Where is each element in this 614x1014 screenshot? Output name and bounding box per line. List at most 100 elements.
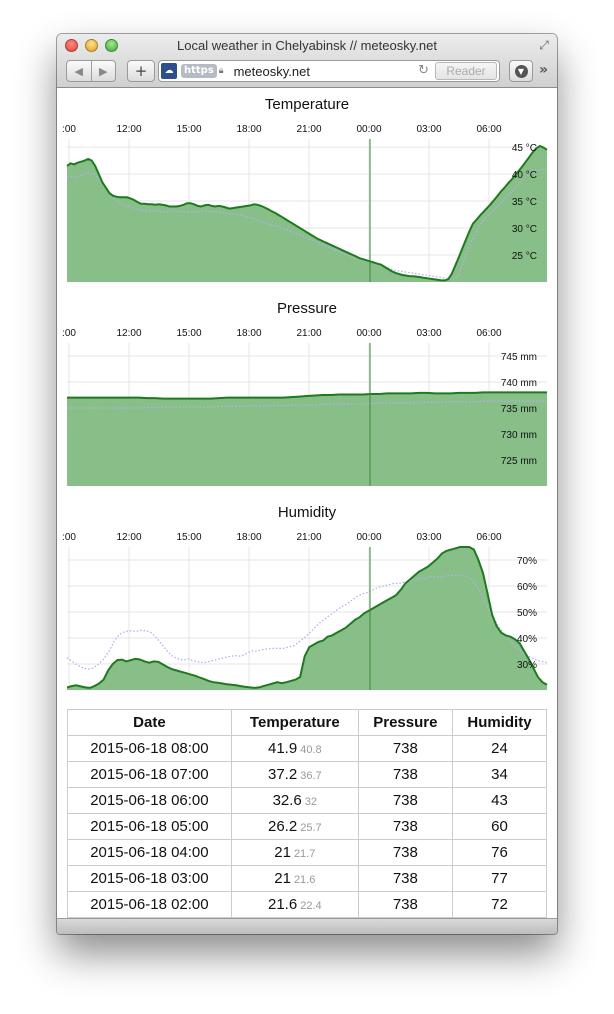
temperature-secondary-value: 22.4 <box>300 900 322 912</box>
humidity-cell: 34 <box>451 761 548 788</box>
humidity-chart: :00 12:00 15:00 18:00 21:00 00:00 03:00 06:00 70… <box>62 532 548 690</box>
x-tick-label: :00 <box>62 124 76 135</box>
temperature-cell: 21 21.7 <box>230 839 359 866</box>
temperature-value: 21 <box>274 870 291 887</box>
x-tick-label: 06:00 <box>476 328 501 339</box>
y-tick-label: 740 mm <box>501 378 537 389</box>
more-chevron-icon[interactable]: » <box>539 62 549 78</box>
temperature-cell: 26.2 25.7 <box>230 813 359 840</box>
pressure-chart: :00 12:00 15:00 18:00 21:00 00:00 03:00 06:00 74… <box>62 328 547 486</box>
column-header-temperature[interactable]: Temperature <box>230 709 359 736</box>
x-tick-label: 00:00 <box>356 328 381 339</box>
weather-table: Date Temperature Pressure Humidity 2015-… <box>67 709 548 918</box>
y-tick-label: 45 °C <box>512 143 537 154</box>
x-tick-label: 18:00 <box>236 124 261 135</box>
table-row: 2015-06-18 08:00 41.9 40.8 738 24 <box>67 735 548 762</box>
table-row: 2015-06-18 03:00 21 21.6 738 77 <box>67 865 548 892</box>
date-cell: 2015-06-18 06:00 <box>67 787 232 814</box>
column-header-humidity[interactable]: Humidity <box>451 709 548 736</box>
pressure-cell: 738 <box>357 735 453 762</box>
x-tick-label: 21:00 <box>296 328 321 339</box>
series-line-dotted <box>66 169 547 280</box>
date-cell: 2015-06-18 08:00 <box>67 735 232 762</box>
close-window-button[interactable] <box>65 39 78 52</box>
zoom-window-button[interactable] <box>105 39 118 52</box>
pressure-cell: 738 <box>357 761 453 788</box>
series-line-dotted <box>66 574 548 670</box>
series-area <box>67 547 547 690</box>
x-tick-label: 12:00 <box>116 328 141 339</box>
fullscreen-icon[interactable]: ⤢ <box>539 38 549 52</box>
temperature-secondary-value: 21.7 <box>293 848 316 860</box>
back-arrow-icon[interactable]: ◀ <box>74 64 83 78</box>
y-tick-label: 30 °C <box>512 224 537 235</box>
temperature-value: 37.2 <box>268 766 298 783</box>
pressure-cell: 738 <box>357 787 453 814</box>
temperature-value: 32.6 <box>272 792 302 809</box>
window-title: Local weather in Chelyabinsk // meteosky… <box>177 38 437 53</box>
y-tick-label: 35 °C <box>512 197 537 208</box>
download-arrow-icon: ▼ <box>514 64 528 78</box>
y-tick-label: 70% <box>517 556 537 567</box>
page-content: Temperature :00 12:00 15:00 18:00 21:00 00:00… <box>57 89 557 918</box>
temperature-chart-title: Temperature <box>264 96 350 113</box>
table-row: 2015-06-18 04:00 21 21.7 738 76 <box>67 839 548 866</box>
temperature-secondary-value: 21.6 <box>293 874 316 886</box>
temperature-cell: 32.6 32 <box>230 787 359 814</box>
pressure-cell: 738 <box>357 865 453 892</box>
humidity-cell: 60 <box>451 813 548 840</box>
x-tick-label: 03:00 <box>416 532 441 543</box>
series-line <box>67 391 547 400</box>
temperature-cell: 41.9 40.8 <box>230 735 359 762</box>
y-tick-label: 40% <box>517 634 537 645</box>
address-bar[interactable]: ☁ https 🔒︎ meteosky.net ↻ Reader <box>158 60 500 82</box>
temperature-secondary-value: 40.8 <box>300 744 322 756</box>
pressure-cell: 738 <box>357 891 453 918</box>
table-header-row: Date Temperature Pressure Humidity <box>67 709 548 736</box>
y-tick-label: 730 mm <box>501 430 537 441</box>
site-favicon-icon: ☁ <box>161 63 177 79</box>
series-line <box>66 144 548 282</box>
temperature-cell: 37.2 36.7 <box>230 761 359 788</box>
url-text[interactable]: meteosky.net <box>233 63 310 79</box>
column-header-pressure[interactable]: Pressure <box>357 709 453 736</box>
reader-button[interactable]: Reader <box>435 62 497 80</box>
humidity-chart-title: Humidity <box>277 504 337 521</box>
x-tick-label: 18:00 <box>236 532 261 543</box>
downloads-button[interactable]: ▼ <box>509 60 533 82</box>
https-badge: https <box>181 64 217 78</box>
date-cell: 2015-06-18 03:00 <box>67 865 232 892</box>
temperature-secondary-value: 25.7 <box>300 822 322 834</box>
x-tick-label: 15:00 <box>176 124 201 135</box>
x-tick-label: 21:00 <box>296 124 321 135</box>
y-tick-label: 30% <box>517 660 537 671</box>
humidity-cell: 24 <box>451 735 548 762</box>
back-forward-group: ◀ ▶ <box>66 60 116 82</box>
minimize-window-button[interactable] <box>85 39 98 52</box>
new-tab-button[interactable]: + <box>127 60 155 82</box>
temperature-cell: 21 21.6 <box>230 865 359 892</box>
x-tick-label: :00 <box>62 328 76 339</box>
table-row: 2015-06-18 05:00 26.2 25.7 738 60 <box>67 813 548 840</box>
x-tick-label: :00 <box>62 532 76 543</box>
humidity-cell: 72 <box>451 891 548 918</box>
x-tick-label: 18:00 <box>236 328 261 339</box>
x-tick-label: 15:00 <box>176 328 201 339</box>
x-tick-label: 00:00 <box>356 124 381 135</box>
pressure-cell: 738 <box>357 839 453 866</box>
y-tick-label: 25 °C <box>512 251 537 262</box>
x-tick-label: 00:00 <box>356 532 381 543</box>
table-row: 2015-06-18 06:00 32.6 32 738 43 <box>67 787 548 814</box>
reload-icon[interactable]: ↻ <box>418 63 429 78</box>
divider <box>90 61 92 81</box>
y-tick-label: 745 mm <box>501 352 537 363</box>
date-cell: 2015-06-18 07:00 <box>67 761 232 788</box>
browser-window: Local weather in Chelyabinsk // meteosky… <box>57 34 557 934</box>
column-header-date[interactable]: Date <box>67 709 232 736</box>
x-tick-label: 03:00 <box>416 124 441 135</box>
pressure-cell: 738 <box>357 813 453 840</box>
forward-arrow-icon[interactable]: ▶ <box>99 64 108 78</box>
y-tick-label: 60% <box>517 582 537 593</box>
x-tick-label: 12:00 <box>116 532 141 543</box>
y-tick-label: 735 mm <box>501 404 537 415</box>
